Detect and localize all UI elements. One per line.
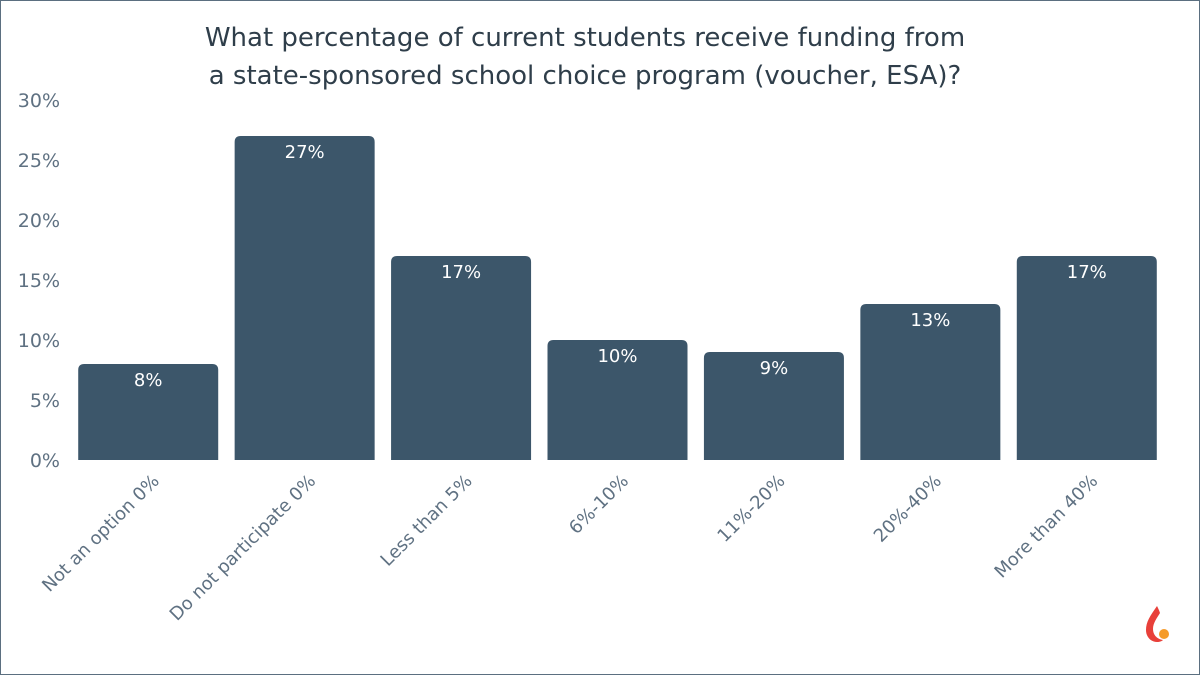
x-tick-label: Less than 5%	[377, 471, 477, 571]
x-tick-label: 11%-20%	[713, 471, 789, 547]
data-labels: 8% 27% 17% 10% 9% 13% 17%	[134, 142, 1107, 391]
bar	[234, 136, 375, 460]
bar	[391, 256, 532, 460]
bar	[1016, 256, 1157, 460]
bar-data-label: 17%	[441, 262, 481, 283]
chart-title: What percentage of current students rece…	[205, 23, 965, 91]
x-axis: Not an option 0% Do not participate 0% Les…	[38, 471, 1102, 625]
bar	[78, 364, 219, 460]
x-tick-label: 20%-40%	[870, 471, 946, 547]
y-axis: 0% 5% 10% 15% 20% 25% 30%	[18, 90, 60, 472]
y-tick-label: 25%	[18, 150, 60, 172]
bar	[547, 340, 688, 460]
chart-title-line-1: What percentage of current students rece…	[205, 23, 965, 53]
bar	[703, 352, 844, 460]
chart-title-line-2: a state-sponsored school choice program …	[209, 61, 962, 91]
x-tick-label: Not an option 0%	[38, 471, 164, 597]
flame-logo-icon	[1146, 606, 1169, 642]
y-tick-label: 10%	[18, 330, 60, 352]
bar	[860, 304, 1001, 460]
bar-data-label: 10%	[597, 346, 637, 367]
x-tick-label: More than 40%	[991, 471, 1103, 583]
bar-data-label: 9%	[760, 358, 789, 379]
y-tick-label: 5%	[30, 390, 60, 412]
bars	[78, 136, 1157, 460]
x-tick-label: 6%-10%	[565, 471, 633, 539]
bar-data-label: 8%	[134, 370, 163, 391]
bar-data-label: 17%	[1067, 262, 1107, 283]
y-tick-label: 0%	[30, 450, 60, 472]
y-tick-label: 15%	[18, 270, 60, 292]
x-tick-label: Do not participate 0%	[166, 471, 320, 625]
y-tick-label: 20%	[18, 210, 60, 232]
y-tick-label: 30%	[18, 90, 60, 112]
bar-data-label: 27%	[285, 142, 325, 163]
bar-data-label: 13%	[910, 310, 950, 331]
